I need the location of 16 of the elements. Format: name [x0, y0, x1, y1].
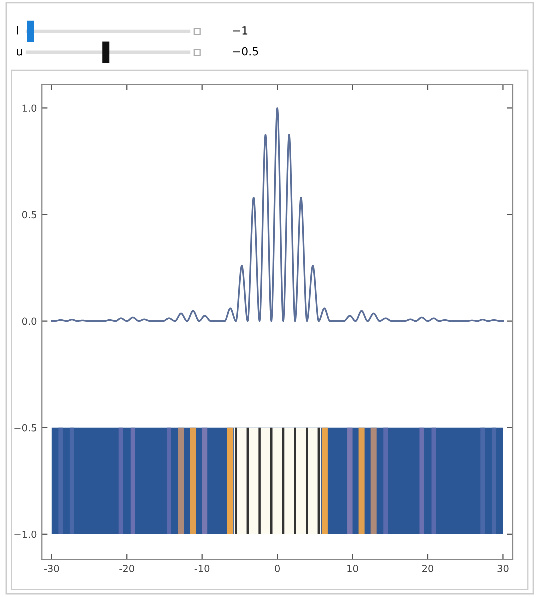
y-tick-label: 0.5 — [22, 211, 36, 219]
x-tick-label: 0 — [275, 565, 280, 572]
x-tick-label: -10 — [194, 565, 210, 572]
x-tick-label: 20 — [422, 565, 434, 572]
x-tick-label: 30 — [498, 565, 509, 572]
text: −1 — [233, 26, 248, 35]
x-tick-label: -20 — [120, 565, 134, 572]
text: u — [17, 49, 22, 56]
x-tick-label: 10 — [348, 565, 358, 572]
y-tick-label: 0.0 — [22, 318, 37, 326]
y-tick-label: 1.0 — [22, 104, 37, 112]
y-tick-label: −0.5 — [14, 424, 36, 432]
y-tick-label: −1.0 — [14, 530, 37, 538]
x-tick-label: -30 — [44, 565, 60, 572]
text: l — [17, 26, 18, 35]
text: −0.5 — [233, 47, 258, 56]
